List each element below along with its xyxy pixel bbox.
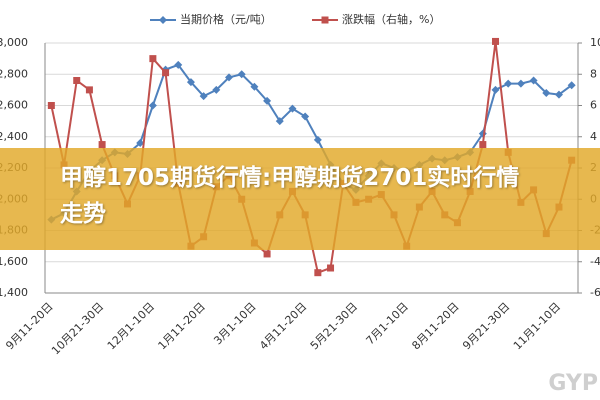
point [199,92,208,101]
x-tick-label: 4月11-20日 [257,300,309,352]
x-tick-label: 12月1-10日 [105,300,157,352]
x-tick-label: 9月11-20日 [3,300,55,352]
x-tick-label: 3月1-10日 [211,300,258,347]
point [542,89,551,97]
x-tick-label: 7月1-10日 [364,300,411,347]
point [250,82,259,91]
y-tick-label: 1,600 [0,255,28,268]
point [313,135,322,144]
y-tick-label: 2,400 [0,130,28,143]
y-tick-label: 3,000 [0,36,28,49]
point [263,250,271,258]
point [529,76,538,85]
point [186,78,195,87]
point [288,104,297,113]
point [73,77,81,84]
point [314,269,322,277]
point [212,85,221,94]
legend-label: 涨跌幅（右轴，%） [342,12,440,26]
point [301,112,310,121]
x-tick-label: 8月11-20日 [409,300,461,352]
x-tick-label: 9月21-30日 [460,300,512,352]
point [263,96,272,105]
x-tick-label: 5月21-30日 [308,300,360,352]
y-tick-label: 2,800 [0,67,28,80]
y2-tick-label: 10 [590,36,600,49]
y2-tick-label: 4 [590,130,597,143]
watermark: GYP [548,371,598,396]
point [174,60,183,69]
y2-tick-label: 8 [590,67,597,80]
x-tick-label: 11月1-10日 [511,300,563,352]
point [275,117,284,126]
banner [0,148,600,250]
point [85,86,93,94]
point [492,37,500,45]
point [47,102,55,109]
point [162,69,170,77]
y2-tick-label: -4 [590,255,600,268]
y-tick-label: 1,400 [0,286,28,299]
point [136,139,145,147]
point [237,70,246,79]
point [554,90,563,99]
point [567,81,576,90]
banner-title: 甲醇1705期货行情:甲醇期货2701实时行情走势 [60,165,520,227]
y2-tick-label: 6 [590,99,597,112]
x-tick-label: 10月21-30日 [49,300,106,357]
point [327,264,335,272]
point [149,55,157,63]
y-tick-label: 2,600 [0,99,28,112]
legend-swatch [321,16,329,24]
point [225,73,234,82]
y2-tick-label: -6 [590,286,600,299]
point [98,141,106,149]
point [148,101,157,110]
legend-swatch [159,16,167,24]
legend-label: 当期价格（元/吨） [180,12,272,26]
point [479,141,487,149]
point [504,79,513,88]
point [516,79,525,88]
point [491,85,500,94]
x-tick-label: 1月11-20日 [156,300,208,352]
